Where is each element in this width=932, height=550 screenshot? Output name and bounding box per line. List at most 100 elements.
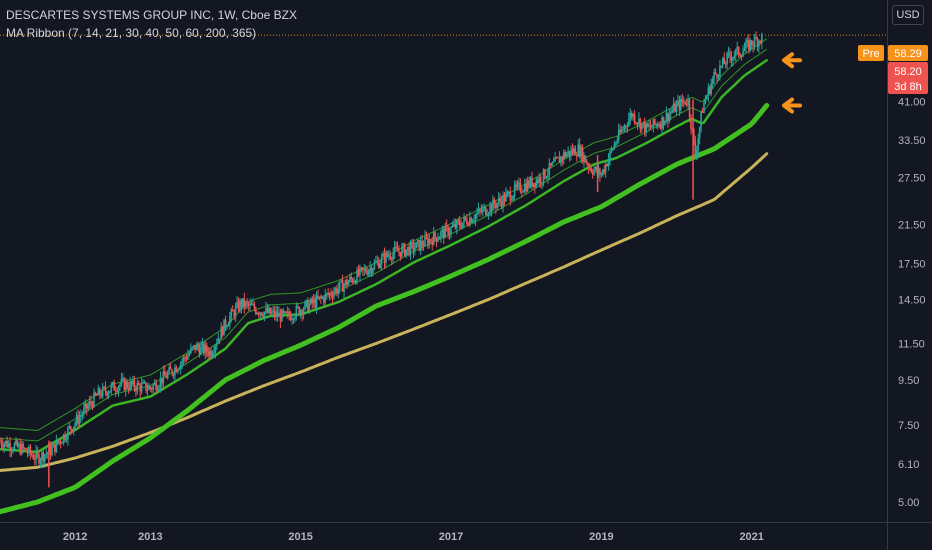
candle-body (158, 386, 160, 390)
candle-body (360, 267, 363, 269)
candle-body (445, 225, 448, 227)
candle-body (32, 455, 35, 459)
candle-body (489, 204, 491, 213)
candle-body (610, 149, 613, 151)
candle-body (230, 309, 233, 317)
candle-body (648, 125, 650, 127)
candle-body (100, 394, 102, 397)
candle-body (354, 280, 357, 284)
bar-countdown: 3d 8h (894, 81, 922, 93)
candle-body (289, 315, 292, 321)
candle-body (479, 208, 481, 211)
candle-body (364, 268, 367, 273)
candle-body (324, 294, 327, 303)
candle-body (713, 71, 715, 79)
candle-body (558, 157, 561, 164)
candle-body (52, 443, 55, 448)
candle-body (181, 361, 183, 364)
candle-body (88, 401, 91, 406)
candle-body (617, 129, 620, 141)
candle-body (457, 220, 460, 222)
candle-body (638, 118, 640, 124)
candle-body (515, 184, 517, 187)
candle-body (497, 198, 500, 204)
candle-body (584, 155, 587, 163)
candle-body (526, 180, 529, 192)
candle-body (169, 367, 172, 370)
candle-body (438, 237, 441, 239)
candle-body (669, 112, 672, 114)
candle-body (113, 382, 115, 391)
candle-body (626, 125, 629, 127)
candle-body (535, 179, 538, 187)
candle-body (139, 385, 142, 392)
candle-body (103, 386, 105, 388)
y-tick-label: 6.10 (898, 459, 919, 471)
candle-body (750, 40, 753, 45)
candle-body (234, 306, 237, 317)
candle-body (455, 220, 458, 229)
candle-body (513, 184, 516, 196)
candle-body (425, 236, 428, 239)
candle-body (136, 383, 139, 392)
candle-body (482, 208, 484, 213)
candle-body (519, 182, 522, 192)
candle-body (688, 99, 691, 117)
candle-body (80, 415, 82, 417)
candle-body (54, 443, 56, 453)
candle-body (281, 310, 283, 322)
candle-body (570, 149, 572, 156)
candle-body (758, 40, 760, 47)
candle-body (302, 309, 305, 315)
candle-body (388, 255, 390, 257)
candle-body (203, 343, 205, 354)
candle-body (694, 140, 697, 157)
candle-body (635, 122, 637, 124)
candle-body (353, 280, 355, 283)
candle-body (597, 168, 600, 173)
candle-body (690, 116, 692, 130)
candle-body (625, 125, 627, 127)
arrow-marker-icon (782, 97, 803, 114)
candle-body (495, 204, 497, 208)
candle-body (2, 444, 4, 448)
candle-body (521, 191, 523, 193)
candle-body (152, 384, 155, 390)
candle-body (639, 118, 642, 130)
candle-body (162, 371, 165, 384)
candle-body (237, 301, 240, 311)
candle-body (386, 252, 389, 257)
candle-body (406, 246, 409, 250)
candle-body (6, 440, 9, 447)
symbol-title: DESCARTES SYSTEMS GROUP INC, 1W, Cboe BZ… (6, 8, 297, 22)
candle-body (9, 443, 11, 451)
candle-body (299, 310, 302, 315)
candle-body (0, 440, 3, 445)
candle-body (441, 229, 444, 232)
currency-button[interactable]: USD (892, 5, 924, 25)
candle-body (451, 226, 454, 228)
candle-body (654, 119, 656, 125)
candle-body (253, 304, 256, 309)
candle-body (756, 38, 759, 47)
candle-body (97, 388, 100, 396)
candle-body (23, 448, 26, 450)
candle-body (109, 391, 111, 393)
candle-body (499, 198, 501, 202)
candle-body (505, 193, 507, 202)
candle-body (250, 303, 253, 305)
candle-body (424, 236, 426, 247)
candle-body (695, 150, 698, 157)
candle-body (745, 42, 747, 49)
candle-body (568, 150, 571, 156)
candle-body (693, 129, 695, 141)
candle-body (26, 451, 29, 454)
candle-body (366, 272, 368, 275)
x-tick-label: 2017 (439, 531, 463, 543)
candle-body (649, 125, 652, 128)
candle-body (435, 237, 438, 242)
candle-body (22, 443, 24, 449)
candle-body (279, 312, 282, 322)
